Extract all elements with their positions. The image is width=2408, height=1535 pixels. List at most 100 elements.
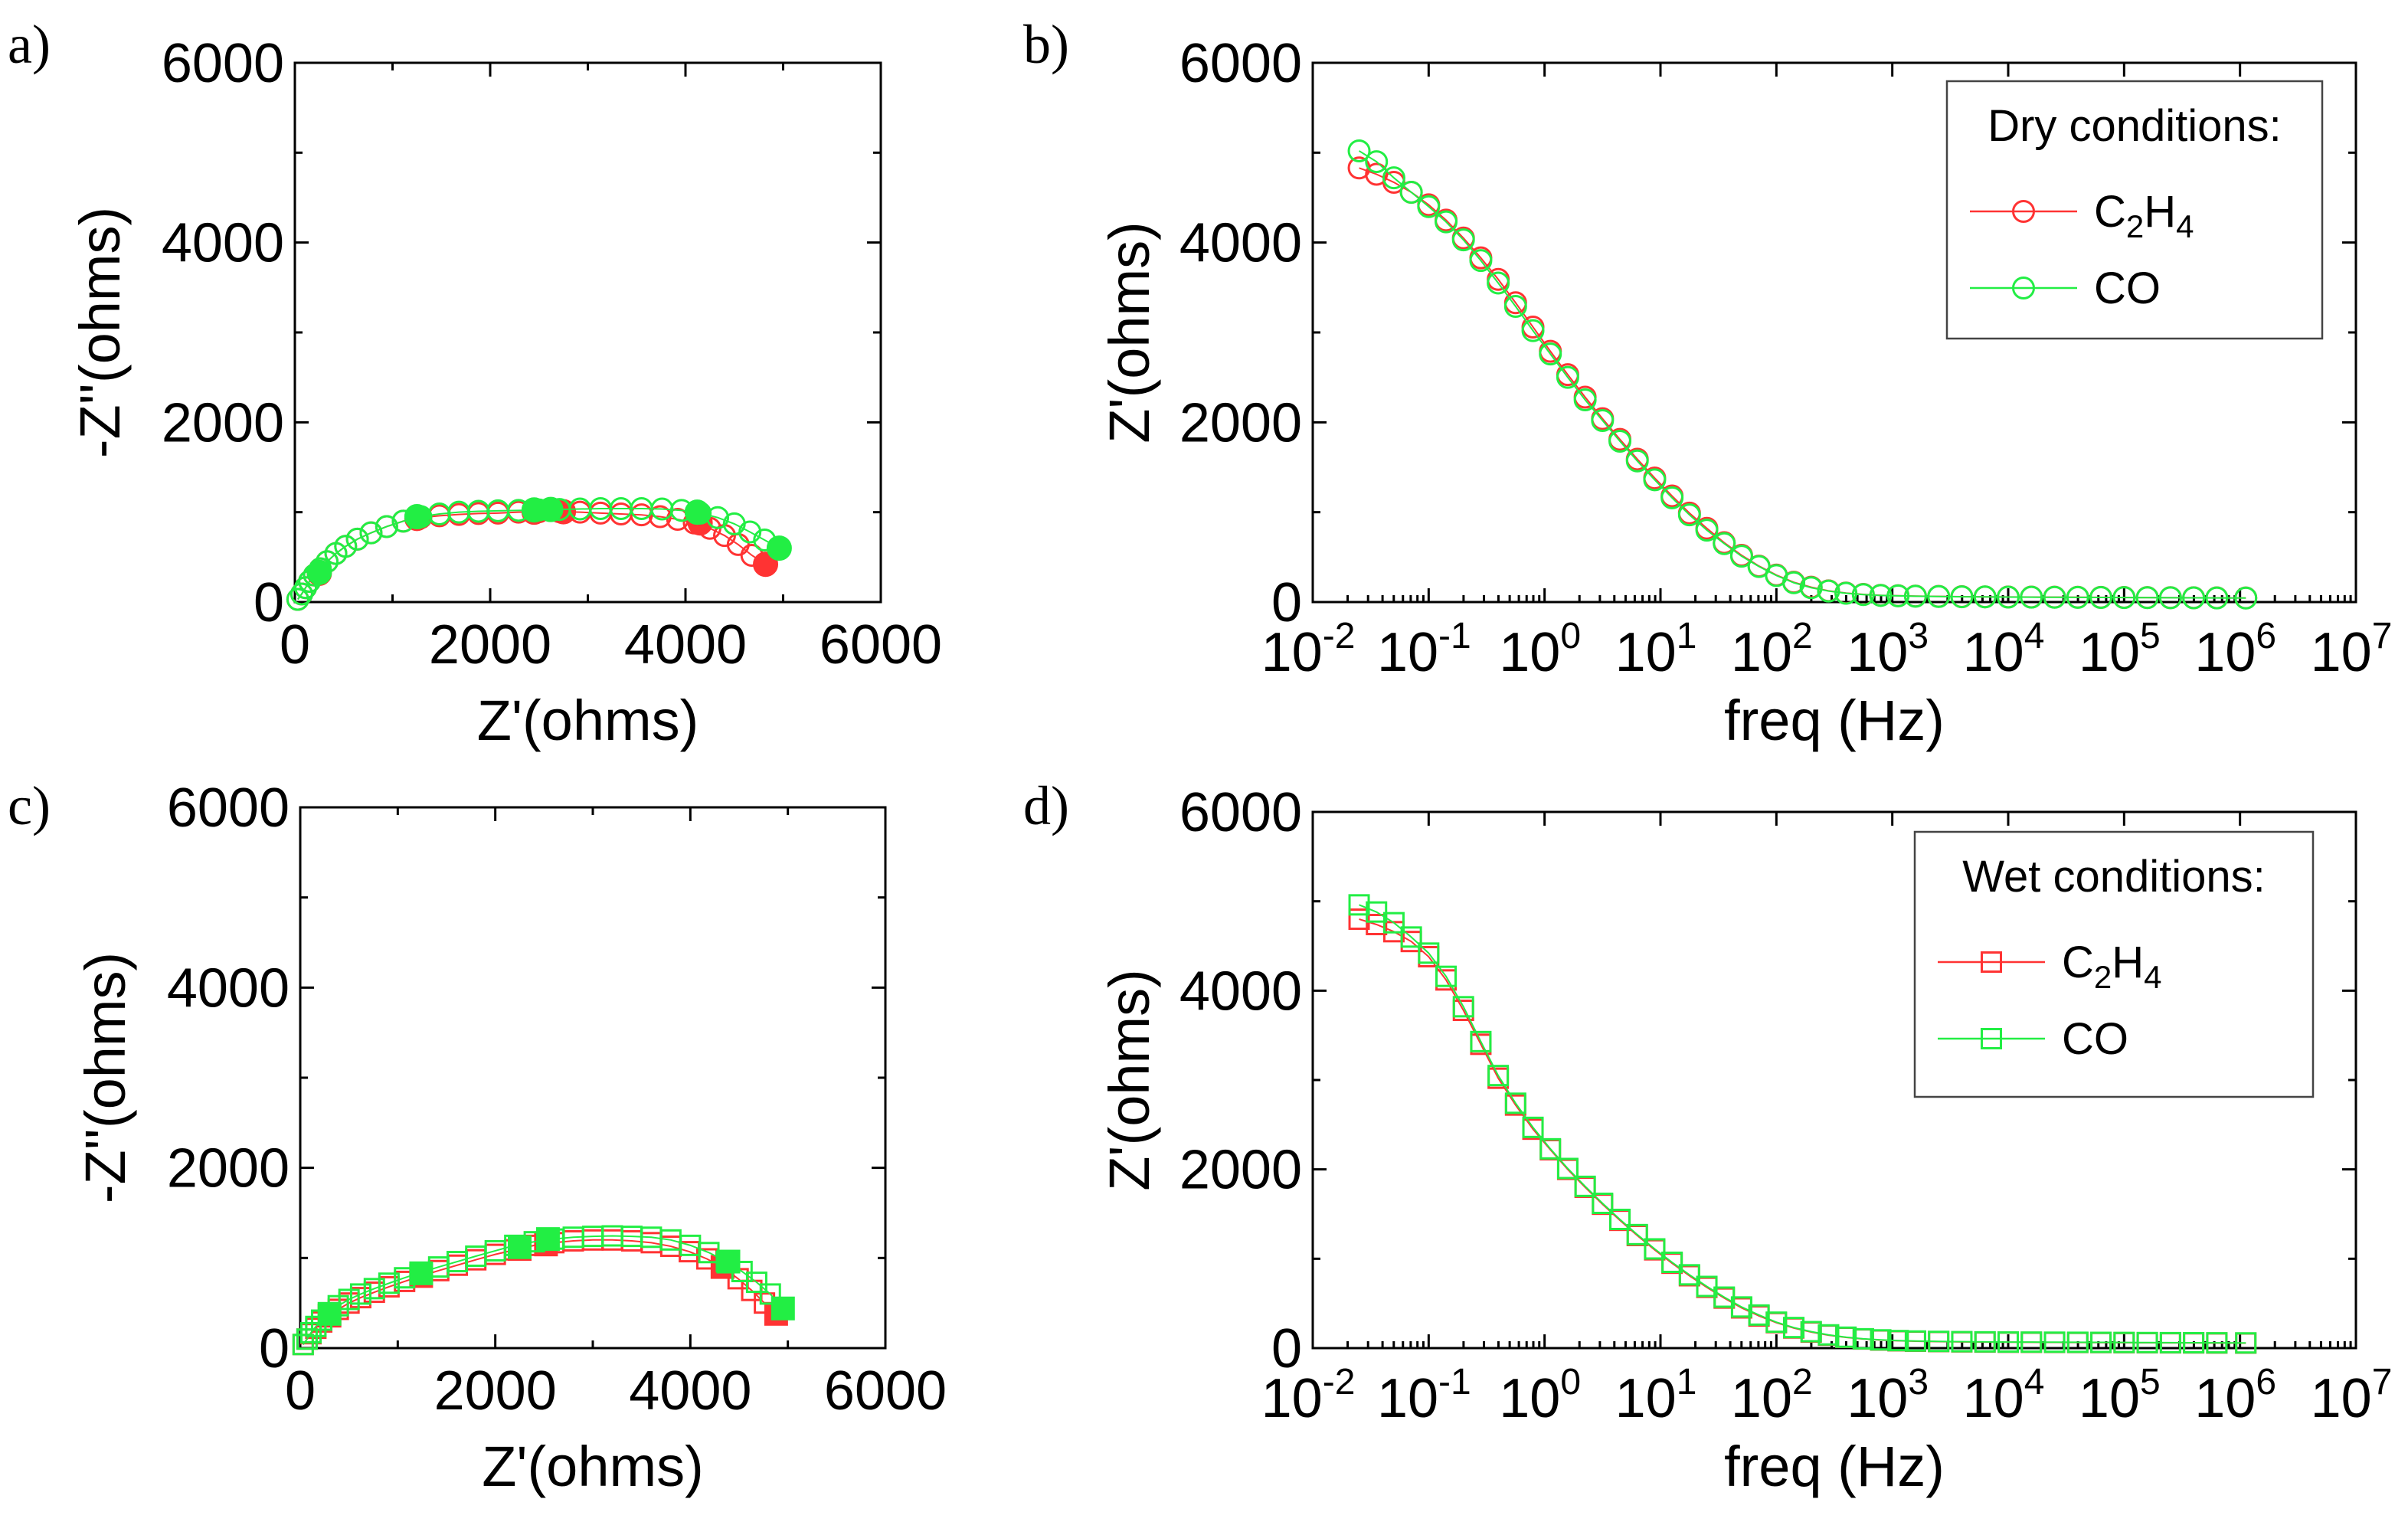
data-point bbox=[363, 1278, 385, 1300]
y-axis-title: -Z''(ohms) bbox=[74, 952, 137, 1203]
data-point bbox=[1927, 584, 1951, 608]
data-point bbox=[1503, 294, 1527, 318]
panel-label: a) bbox=[8, 14, 51, 75]
y-axis-title: -Z''(ohms) bbox=[68, 207, 132, 458]
data-point bbox=[1539, 342, 1562, 366]
data-point bbox=[375, 515, 398, 538]
data-point bbox=[1400, 926, 1422, 948]
x-axis-title: freq (Hz) bbox=[1724, 689, 1945, 752]
data-point bbox=[1904, 1330, 1926, 1352]
legend-marker bbox=[1981, 1028, 2002, 1049]
x-tick-label: 106 bbox=[2194, 1362, 2276, 1429]
x-tick-label: 100 bbox=[1499, 1362, 1581, 1429]
data-point-filled bbox=[753, 551, 779, 578]
x-tick-label: 2000 bbox=[429, 614, 551, 676]
data-point bbox=[2234, 586, 2258, 610]
legend-entry-label: CO bbox=[2094, 263, 2161, 313]
data-point bbox=[1997, 1331, 2019, 1353]
data-point-filled bbox=[538, 496, 564, 522]
plot-frame bbox=[293, 61, 882, 604]
data-point bbox=[2182, 586, 2206, 610]
data-point bbox=[334, 535, 358, 558]
y-tick-label: 0 bbox=[1271, 572, 1302, 633]
x-tick-label: 4000 bbox=[629, 1360, 751, 1422]
data-point bbox=[1487, 1065, 1510, 1087]
legend-title: Dry conditions: bbox=[1988, 101, 2282, 151]
y-tick-label: 6000 bbox=[1179, 33, 1302, 94]
data-point bbox=[1695, 519, 1719, 542]
data-point bbox=[2206, 1332, 2228, 1354]
x-tick-label: 105 bbox=[2079, 1362, 2161, 1429]
x-tick-label: 0 bbox=[280, 614, 310, 676]
y-tick-label: 0 bbox=[254, 572, 284, 633]
series-co bbox=[286, 496, 792, 611]
data-point bbox=[1817, 579, 1840, 603]
y-tick-label: 2000 bbox=[167, 1138, 290, 1200]
data-point bbox=[2066, 1331, 2089, 1353]
legend-entry-label: C2H4 bbox=[2094, 187, 2194, 244]
data-point bbox=[1399, 180, 1423, 204]
y-tick-label: 2000 bbox=[162, 392, 284, 453]
legend: Dry conditions: C2H4 CO bbox=[1945, 80, 2324, 340]
data-point bbox=[300, 1321, 322, 1344]
data-point-filled bbox=[766, 535, 792, 561]
data-point bbox=[1366, 914, 1388, 935]
data-point bbox=[1435, 965, 1458, 987]
data-point bbox=[1592, 1193, 1614, 1214]
data-point bbox=[2159, 1331, 2181, 1353]
y-tick-label: 2000 bbox=[1179, 1140, 1302, 1201]
data-point bbox=[2235, 1332, 2257, 1354]
x-tick-label: 4000 bbox=[624, 614, 747, 676]
data-point bbox=[1765, 1311, 1788, 1334]
data-point bbox=[2205, 586, 2229, 610]
data-point bbox=[1556, 1157, 1579, 1180]
legend-title: Wet conditions: bbox=[1962, 852, 2265, 902]
plot-frame bbox=[299, 806, 887, 1350]
data-point-filled bbox=[716, 1249, 741, 1274]
data-point bbox=[1574, 1175, 1596, 1197]
y-tick-label: 6000 bbox=[162, 33, 284, 94]
data-point bbox=[1886, 584, 1910, 607]
data-point bbox=[359, 521, 383, 545]
x-tick-label: 2000 bbox=[434, 1360, 557, 1422]
data-point bbox=[1609, 1209, 1631, 1230]
data-point bbox=[1677, 503, 1701, 527]
data-point bbox=[1851, 583, 1875, 607]
data-point bbox=[292, 1334, 314, 1356]
x-tick-label: 101 bbox=[1615, 616, 1697, 683]
data-point bbox=[1452, 996, 1474, 1018]
y-tick-label: 6000 bbox=[167, 777, 290, 839]
legend: Wet conditions: C2H4 CO bbox=[1913, 830, 2315, 1098]
data-point bbox=[1748, 1304, 1770, 1326]
data-point bbox=[1487, 271, 1510, 295]
y-tick-label: 4000 bbox=[1179, 213, 1302, 274]
data-point bbox=[1835, 1326, 1857, 1348]
panel-d: d) 0 2000 4000 6000 10-2 10-1 100 101 102 103 104 10… bbox=[1023, 775, 2392, 1498]
data-point bbox=[1626, 1223, 1648, 1245]
legend-marker bbox=[1981, 951, 2002, 973]
legend-entry-label: C2H4 bbox=[2062, 938, 2162, 995]
x-tick-label: 103 bbox=[1847, 616, 1929, 683]
x-tick-label: 104 bbox=[1963, 616, 2045, 683]
data-point bbox=[1950, 585, 1974, 609]
data-point bbox=[2020, 1331, 2043, 1353]
y-tick-label: 0 bbox=[259, 1318, 290, 1380]
data-point bbox=[1678, 1264, 1700, 1286]
data-point bbox=[305, 1315, 327, 1337]
data-point bbox=[2090, 1331, 2112, 1353]
data-point bbox=[630, 503, 653, 527]
data-point-filled bbox=[770, 1296, 795, 1321]
data-point bbox=[1869, 584, 1893, 607]
data-point bbox=[294, 576, 318, 600]
panel-label: b) bbox=[1023, 14, 1069, 75]
data-point bbox=[286, 587, 309, 611]
data-point bbox=[2113, 1331, 2135, 1353]
data-point-filled bbox=[317, 1301, 342, 1326]
data-point bbox=[1348, 894, 1370, 916]
data-point bbox=[1729, 545, 1753, 568]
data-point bbox=[2020, 585, 2043, 609]
x-axis-title: Z'(ohms) bbox=[482, 1435, 704, 1498]
legend-marker bbox=[2012, 200, 2035, 223]
data-point bbox=[2043, 585, 2066, 609]
data-point bbox=[1800, 1321, 1822, 1343]
